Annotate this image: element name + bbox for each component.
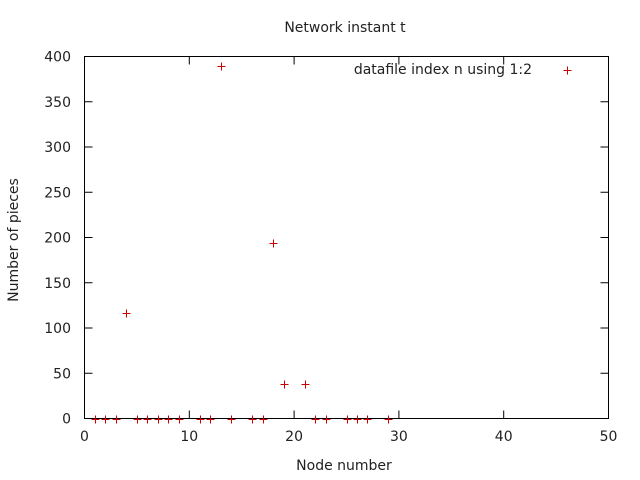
y-tick-label: 0	[62, 412, 71, 428]
data-point	[101, 415, 110, 424]
data-point	[343, 415, 352, 424]
x-axis: 0 10 20 30 40 50	[80, 56, 618, 445]
y-axis-label: Number of pieces	[6, 178, 22, 302]
data-point	[363, 415, 372, 424]
data-point	[322, 415, 331, 424]
data-point	[301, 380, 310, 389]
y-tick-label: 350	[44, 95, 71, 111]
y-tick-label: 100	[44, 321, 71, 337]
y-axis: 0 50 100 150 200 250 300 350 400	[44, 50, 609, 428]
data-point	[384, 415, 393, 424]
data-point	[248, 415, 257, 424]
data-point	[206, 415, 215, 424]
y-tick-label: 300	[44, 140, 71, 156]
data-point	[563, 66, 572, 75]
x-tick-label: 20	[285, 429, 303, 445]
data-point	[269, 239, 278, 248]
y-tick-label: 400	[44, 50, 71, 66]
data-point	[91, 415, 100, 424]
data-point	[175, 415, 184, 424]
data-point	[154, 415, 163, 424]
data-point	[196, 415, 205, 424]
data-point	[133, 415, 142, 424]
x-tick-label: 40	[495, 429, 513, 445]
data-points	[91, 62, 572, 424]
data-point	[143, 415, 152, 424]
y-tick-label: 150	[44, 276, 71, 292]
y-tick-label: 50	[53, 366, 71, 382]
data-point	[353, 415, 362, 424]
x-tick-label: 0	[80, 429, 89, 445]
x-tick-label: 30	[390, 429, 408, 445]
data-point	[227, 415, 236, 424]
data-point	[122, 309, 131, 318]
x-tick-label: 50	[600, 429, 618, 445]
legend-label: datafile index n using 1:2	[354, 62, 532, 78]
data-point	[217, 62, 226, 71]
x-axis-label: Node number	[296, 458, 392, 474]
data-point	[259, 415, 268, 424]
data-point	[311, 415, 320, 424]
y-tick-label: 250	[44, 185, 71, 201]
chart-title: Network instant t	[284, 20, 406, 36]
y-tick-label: 200	[44, 231, 71, 247]
x-tick-label: 10	[180, 429, 198, 445]
data-point	[280, 380, 289, 389]
data-point	[164, 415, 173, 424]
data-point	[112, 415, 121, 424]
